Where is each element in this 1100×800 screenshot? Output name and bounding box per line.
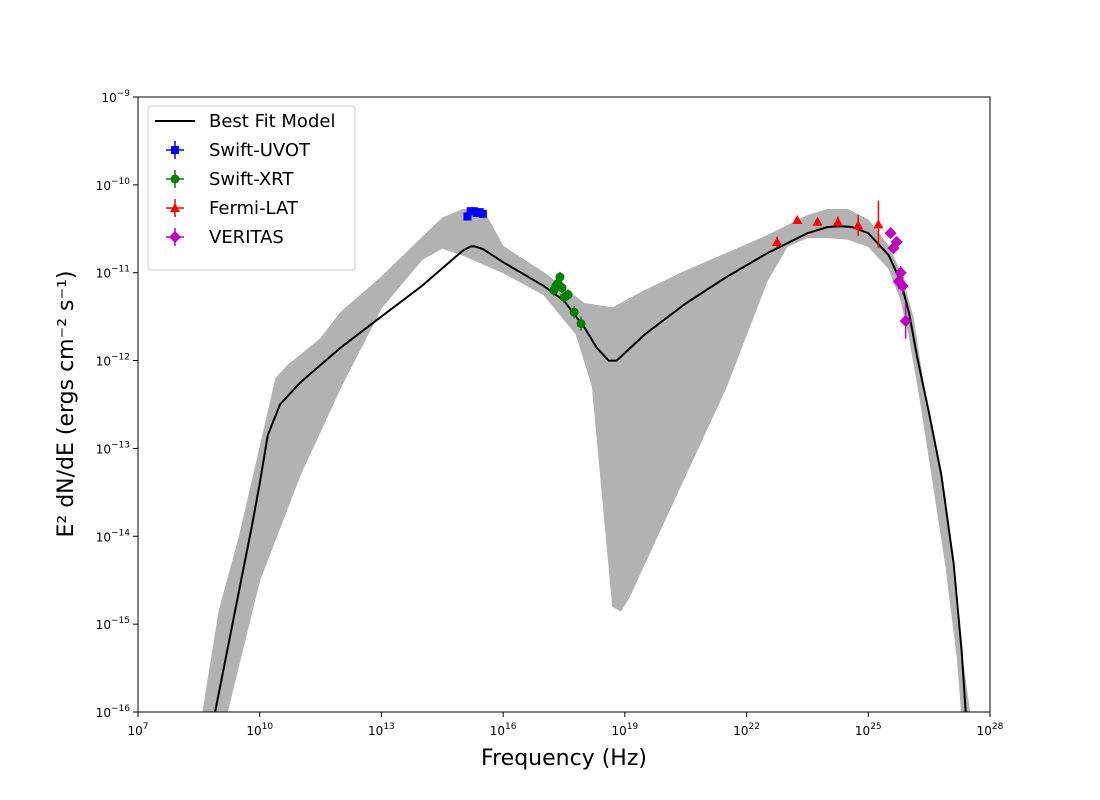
x-axis-ticks: 107 1010 1013 1016 1019 1022 1025 1028 xyxy=(127,712,1004,738)
veritas-point xyxy=(894,266,907,279)
legend-item-swift-xrt: Swift-XRT xyxy=(166,169,294,190)
model-uncertainty-band xyxy=(202,209,971,712)
legend-marker xyxy=(170,174,180,184)
veritas-point xyxy=(899,315,912,328)
y-tick-label: 10−12 xyxy=(96,353,130,369)
y-axis-ticks: 10−16 10−15 10−14 10−13 10−12 10−11 10−10 10−9 xyxy=(96,89,138,720)
legend-item-best-fit-model: Best Fit Model xyxy=(155,111,335,132)
legend-marker xyxy=(171,146,179,154)
y-tick-label: 10−14 xyxy=(96,528,131,544)
legend-label: Swift-UVOT xyxy=(209,140,311,161)
x-tick-label: 1022 xyxy=(733,722,760,738)
x-axis-title: Frequency (Hz) xyxy=(481,746,647,771)
y-tick-label: 10−15 xyxy=(96,616,130,632)
x-tick-label: 1025 xyxy=(855,722,882,738)
swift-xrt-point xyxy=(563,290,573,300)
swift-xrt-point xyxy=(555,272,565,282)
swift-xrt-point xyxy=(557,283,567,293)
y-axis-title: E² dN/dE (ergs cm⁻² s⁻¹) xyxy=(54,270,79,537)
series-fermi-lat xyxy=(772,200,884,249)
series-veritas xyxy=(884,227,912,339)
x-tick-label: 1016 xyxy=(490,722,517,738)
best-fit-model-line xyxy=(214,225,967,712)
series-swift-xrt xyxy=(549,271,586,331)
x-tick-label: 1010 xyxy=(246,722,273,738)
swift-xrt-point xyxy=(569,307,579,317)
legend-label: VERITAS xyxy=(209,227,284,248)
legend-marker xyxy=(170,203,180,212)
fermi-lat-point xyxy=(832,216,843,226)
y-tick-label: 10−11 xyxy=(96,265,130,281)
plot-frame xyxy=(137,96,991,713)
legend-item-fermi-lat: Fermi-LAT xyxy=(166,198,299,219)
fermi-lat-point xyxy=(772,236,782,246)
y-tick-label: 10−13 xyxy=(96,440,130,456)
fermi-lat-point xyxy=(792,215,803,224)
legend-marker xyxy=(169,231,181,243)
y-tick-label: 10−9 xyxy=(101,89,130,105)
best-fit-model-layer xyxy=(214,225,967,712)
legend: Best Fit Model Swift-UVOT Swift-XRT Fermi-L… xyxy=(147,105,356,271)
fermi-lat-point xyxy=(873,219,884,229)
veritas-point xyxy=(890,235,903,248)
x-tick-label: 1019 xyxy=(611,722,638,738)
data-points-layer xyxy=(463,200,912,339)
x-tick-label: 1013 xyxy=(368,722,395,738)
uncertainty-band-area xyxy=(202,209,971,712)
legend-item-swift-uvot: Swift-UVOT xyxy=(166,140,311,161)
fermi-lat-point xyxy=(853,220,864,230)
fermi-lat-point xyxy=(812,216,823,226)
legend-box xyxy=(147,105,356,271)
veritas-point xyxy=(896,279,909,292)
y-tick-label: 10−16 xyxy=(96,704,131,720)
y-tick-label: 10−10 xyxy=(96,177,131,193)
swift-xrt-point xyxy=(576,319,586,329)
x-tick-label: 107 xyxy=(127,722,148,738)
veritas-point xyxy=(884,227,897,240)
swift-uvot-point xyxy=(478,209,487,218)
legend-item-veritas: VERITAS xyxy=(166,227,284,248)
legend-label: Swift-XRT xyxy=(209,169,294,190)
legend-label: Fermi-LAT xyxy=(209,198,299,219)
series-swift-uvot xyxy=(463,207,487,221)
swift-uvot-point xyxy=(463,212,472,221)
x-tick-label: 1028 xyxy=(977,722,1004,738)
legend-label: Best Fit Model xyxy=(209,111,335,132)
